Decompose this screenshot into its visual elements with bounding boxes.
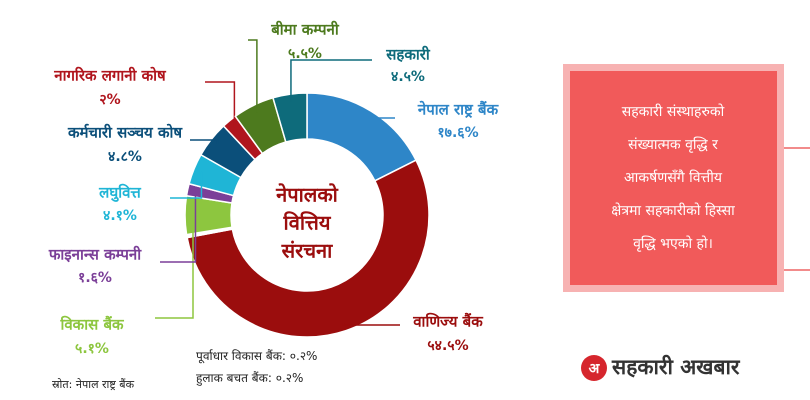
donut-slice: [272, 92, 308, 143]
slice-value: १७.६%: [437, 125, 478, 141]
slice-value: २%: [99, 92, 120, 108]
separator: :: [268, 371, 276, 385]
logo-text: सहकारी अखबार: [611, 354, 741, 379]
slice-label: नेपाल राष्ट्र बैंक: [417, 101, 500, 119]
small-slice-value: ०.२%: [290, 349, 318, 363]
note-line: वृद्धि भएको हो।: [633, 235, 713, 252]
note-line: क्षेत्रमा सहकारीको हिस्सा: [611, 202, 735, 219]
slice-label: नागरिक लगानी कोष: [53, 67, 167, 85]
note-box: [570, 71, 777, 285]
slice-value: ४.१%: [103, 208, 137, 224]
slice-label: बीमा कम्पनी: [270, 21, 340, 39]
slice-value: ५४.५%: [427, 338, 468, 354]
leader-line: [155, 215, 194, 319]
leader-line: [160, 191, 197, 263]
slice-value: ५.१%: [75, 341, 109, 357]
small-slice-label: हुलाक बचत बैंक: [196, 371, 269, 386]
small-slice-value: ०.२%: [276, 371, 304, 385]
note-line: संख्यात्मक वृद्धि र: [628, 136, 718, 153]
leader-line: [170, 171, 203, 199]
slice-value: ४.८%: [108, 149, 142, 165]
small-slice-note: हुलाक बचत बैंक: ०.२%: [196, 371, 303, 386]
source: स्रोत: नेपाल राष्ट्र बैंक: [52, 378, 135, 391]
note-line: सहकारी संस्थाहरुको: [622, 103, 725, 120]
separator: :: [282, 349, 290, 363]
slice-value: ५.५%: [288, 46, 322, 62]
note-line: आकर्षणसँगै वित्तीय: [624, 169, 723, 186]
slice-value: ४.५%: [391, 69, 425, 85]
slice-label: कर्मचारी सञ्चय कोष: [67, 124, 183, 142]
slice-label: वाणिज्य बैंक: [412, 313, 484, 331]
logo-icon: अ: [589, 361, 601, 377]
note-text: सहकारी संस्थाहरुको संख्यात्मक वृद्धि र आकर…: [611, 103, 735, 252]
logo-icon-bg: [581, 355, 607, 381]
small-slice-label: पूर्वाधार विकास बैंक: [196, 349, 283, 364]
center-title: वित्तिय: [283, 211, 332, 235]
center-title: नेपालको: [275, 183, 339, 207]
leader-line: [248, 39, 258, 113]
slice-label: फाइनान्स कम्पनी: [48, 246, 142, 264]
leader-line: [290, 59, 372, 103]
small-slice-note: पूर्वाधार विकास बैंक: ०.२%: [196, 349, 317, 364]
leader-line: [205, 81, 236, 128]
slice-label: विकास बैंक: [59, 316, 125, 334]
slice-label: लघुवित्त: [98, 184, 141, 203]
center-title: संरचना: [281, 239, 333, 263]
donut-slice: [186, 159, 430, 338]
slice-label: सहकारी: [385, 46, 431, 64]
leader-line: [190, 139, 219, 145]
slice-value: १.६%: [78, 270, 112, 286]
leader-line: [342, 322, 400, 326]
